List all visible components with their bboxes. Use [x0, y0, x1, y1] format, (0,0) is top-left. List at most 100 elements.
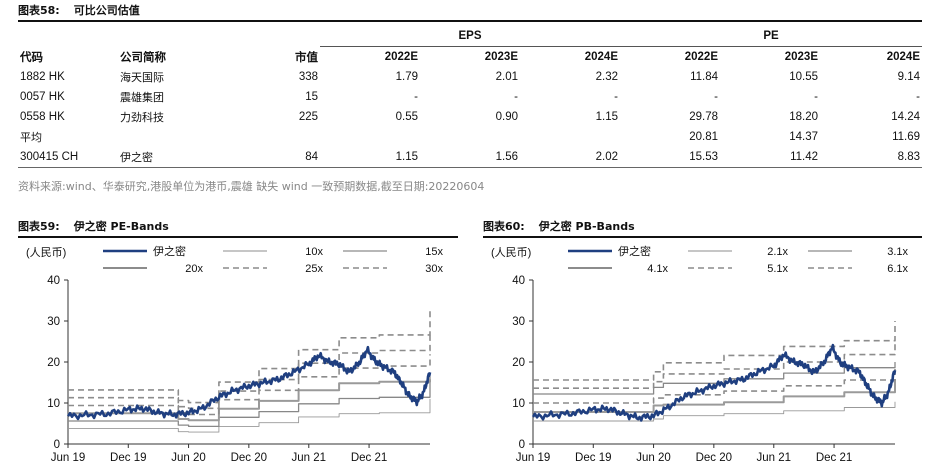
legend-label: 20x: [185, 263, 203, 275]
eps-cell: 1.56: [420, 147, 520, 168]
y-tick-label: 10: [47, 398, 60, 410]
legend-label: 5.1x: [767, 263, 788, 275]
x-tick-label: Dec 21: [816, 452, 852, 464]
mktcap-cell: 15: [305, 91, 318, 103]
x-tick-label: Jun 20: [636, 452, 671, 464]
name-cell: 力劲科技: [120, 111, 164, 124]
eps-cell: [420, 127, 520, 147]
y-tick-label: 0: [519, 439, 525, 451]
legend-label: 3.1x: [887, 246, 908, 258]
legend-label: 15x: [425, 246, 443, 258]
code-cell: 0057 HK: [20, 91, 65, 103]
x-tick-label: Jun 21: [757, 452, 792, 464]
legend-label: 6.1x: [887, 263, 908, 275]
y-axis-label: (人民币): [26, 246, 66, 259]
series-line-4.1x: [533, 379, 896, 413]
table-row: 1882 HK 海天国际 338 1.79 2.01 2.32 11.84 10…: [18, 67, 922, 87]
pe-cell: 9.14: [897, 71, 920, 83]
pe-cell: 11.84: [690, 71, 718, 83]
x-tick-label: Jun 21: [292, 452, 327, 464]
series-line-6.1x: [533, 321, 896, 381]
pe-group-header: PE: [620, 26, 922, 47]
group-header-row: EPS PE: [18, 26, 922, 47]
mktcap-cell: 338: [298, 71, 318, 83]
table-title-bar: 图表58: 可比公司估值: [18, 2, 922, 22]
x-tick-label: Dec 20: [696, 452, 732, 464]
legend-label: 10x: [305, 246, 323, 258]
y-tick-label: 10: [512, 398, 525, 410]
y-tick-label: 30: [512, 316, 525, 328]
eps-cell: 1.15: [320, 147, 420, 168]
series-line-15x: [68, 376, 431, 428]
series-line-2.1x: [533, 401, 896, 422]
eps-cell: -: [514, 91, 518, 103]
y-tick-label: 40: [47, 275, 60, 287]
pe-cell: 11.69: [892, 131, 920, 143]
table-row: 300415 CH 伊之密 84 1.15 1.56 2.02 15.53 11…: [18, 147, 922, 168]
eps-cell: 2.32: [595, 71, 618, 83]
mktcap-cell: [228, 127, 320, 147]
mktcap-header: 市值: [295, 49, 318, 64]
name-cell: 海天国际: [120, 71, 164, 84]
pe-cell: 10.55: [789, 71, 818, 83]
code-cell: 0558 HK: [20, 111, 65, 123]
pe-cell: 11.42: [720, 147, 820, 168]
pe-cell: 20.81: [689, 131, 718, 143]
code-cell: 300415 CH: [18, 147, 118, 168]
chart59-figure-label: 图表59:: [18, 220, 60, 233]
table-row: 0057 HK 震雄集团 15 - - - - - -: [18, 87, 922, 107]
pe-cell: 8.83: [820, 147, 922, 168]
table-title: 可比公司估值: [73, 4, 140, 17]
x-tick-label: Jun 19: [51, 452, 86, 464]
x-tick-label: Jun 20: [171, 452, 206, 464]
chart59-title: 伊之密 PE-Bands: [73, 220, 169, 233]
chart59-title-bar: 图表59: 伊之密 PE-Bands: [18, 218, 458, 238]
y-tick-label: 30: [47, 316, 60, 328]
eps-cell: 1.15: [595, 111, 618, 123]
x-tick-label: Dec 19: [110, 452, 146, 464]
name-cell: 伊之密: [118, 147, 228, 168]
mktcap-cell: 84: [228, 147, 320, 168]
y-tick-label: 0: [54, 439, 60, 451]
x-tick-label: Dec 19: [575, 452, 611, 464]
code-cell: 1882 HK: [20, 71, 65, 83]
eps-cell: [520, 127, 620, 147]
eps-cell: 2.01: [495, 71, 518, 83]
x-tick-label: Dec 20: [231, 452, 267, 464]
code-header: 代码: [20, 49, 43, 64]
eps-cell: 2.02: [520, 147, 620, 168]
legend-label: 30x: [425, 263, 443, 275]
name-cell: 震雄集团: [120, 91, 164, 104]
legend-label: 4.1x: [647, 263, 668, 275]
eps-year-header: 2022E: [384, 51, 418, 63]
pe-cell: -: [814, 91, 818, 103]
y-tick-label: 20: [47, 357, 60, 369]
series-line-5.1x: [533, 367, 896, 404]
pe-cell: -: [714, 91, 718, 103]
column-header-row: 代码 公司简称 市值 2022E 2023E 2024E 2022E 2023E…: [18, 47, 922, 68]
pe-cell: 18.20: [789, 111, 818, 123]
pe-year-header: 2022E: [684, 51, 718, 63]
pe-cell: 29.78: [689, 111, 718, 123]
chart60-figure-label: 图表60:: [483, 220, 525, 233]
eps-year-header: 2024E: [584, 51, 618, 63]
legend-label: 伊之密: [618, 244, 651, 258]
pe-cell: 14.37: [789, 131, 818, 143]
eps-cell: [320, 127, 420, 147]
pb-bands-chart: (人民币) 伊之密 2.1x 3.1x 4.1x 5.1x 6.1x 0 10 20 30 40 Jun…: [491, 244, 908, 464]
name-header: 公司简称: [120, 49, 166, 64]
pe-bands-chart: (人民币) 伊之密 10x 15x 20x 25x 30x 0 10 20 30 40 Jun 19 De…: [26, 244, 443, 464]
code-cell: 平均: [20, 131, 42, 144]
series-line-伊之密: [531, 343, 897, 422]
x-tick-label: Jun 19: [516, 452, 551, 464]
series-line-35x: [68, 308, 431, 404]
series-line-20x: [68, 379, 431, 422]
pe-year-header: 2023E: [784, 51, 818, 63]
x-tick-label: Dec 21: [351, 452, 387, 464]
table-row: 0558 HK 力劲科技 225 0.55 0.90 1.15 29.78 18…: [18, 107, 922, 127]
pe-cell: -: [916, 91, 920, 103]
eps-group-header: EPS: [320, 26, 620, 47]
pe-year-header: 2024E: [886, 51, 920, 63]
y-axis-label: (人民币): [491, 246, 531, 259]
legend-label: 25x: [305, 263, 323, 275]
